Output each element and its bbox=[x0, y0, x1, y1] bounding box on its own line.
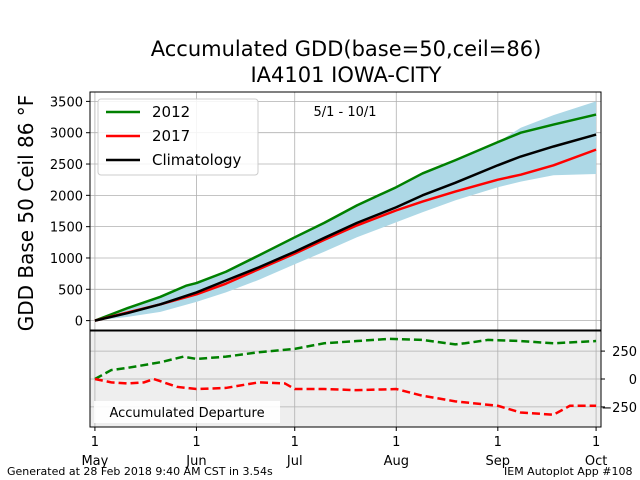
top-axes-frame bbox=[89, 91, 602, 331]
xtick-day-label: 1 bbox=[291, 435, 299, 450]
date-range-annotation: 5/1 - 10/1 bbox=[313, 105, 376, 120]
departure-line-2012 bbox=[94, 337, 597, 381]
xtick-day-label: 1 bbox=[392, 435, 400, 450]
departure-lines bbox=[94, 337, 597, 416]
y-axis-label: GDD Base 50 Ceil 86 °F bbox=[14, 95, 38, 332]
top-series-lines bbox=[94, 113, 597, 322]
xtick-day-label: 1 bbox=[494, 435, 502, 450]
legend: 2012 2017 Climatology bbox=[97, 98, 259, 176]
xtick-day-label: 1 bbox=[192, 435, 200, 450]
bottom-ytick-label: 250 bbox=[612, 345, 637, 360]
chart-title: Accumulated GDD(base=50,ceil=86) bbox=[151, 37, 542, 61]
footer-app: IEM Autoplot App #108 bbox=[504, 465, 633, 478]
x-ticks: 1 May 1 Jun 1 Jul 1 Aug 1 Sep 1 Oct bbox=[81, 427, 607, 469]
xtick-month-label: Oct bbox=[585, 454, 607, 469]
xtick-day-label: 1 bbox=[91, 435, 99, 450]
departure-line-2017 bbox=[94, 377, 597, 416]
series-line-climatology bbox=[94, 133, 597, 322]
xtick-month-label: Aug bbox=[384, 454, 409, 469]
top-ytick-label: 1000 bbox=[50, 252, 83, 267]
top-ytick-label: 500 bbox=[58, 283, 83, 298]
bottom-axes-frame bbox=[89, 330, 602, 428]
departure-label: Accumulated Departure bbox=[109, 406, 264, 421]
chart-subtitle: IA4101 IOWA-CITY bbox=[250, 63, 441, 87]
top-ytick-label: 3500 bbox=[50, 95, 83, 110]
departure-label-box: Accumulated Departure bbox=[94, 401, 280, 423]
bottom-ytick-label: 0 bbox=[629, 373, 637, 388]
top-ytick-label: 2500 bbox=[50, 158, 83, 173]
climatology-band bbox=[94, 101, 597, 321]
footer-generated: Generated at 28 Feb 2018 9:40 AM CST in … bbox=[7, 465, 273, 478]
top-ytick-label: 3000 bbox=[50, 127, 83, 142]
xtick-month-label: Jun bbox=[185, 454, 206, 469]
top-ytick-label: 2000 bbox=[50, 189, 83, 204]
xtick-day-label: 1 bbox=[592, 435, 600, 450]
legend-label-2012: 2012 bbox=[152, 103, 190, 121]
xtick-month-label: May bbox=[81, 454, 108, 469]
bottom-ytick-label: −250 bbox=[601, 401, 637, 416]
top-y-ticks: 0 500 1000 1500 2000 2500 3000 3500 bbox=[50, 95, 90, 330]
top-ytick-label: 1500 bbox=[50, 221, 83, 236]
climatology-range-band bbox=[94, 101, 597, 321]
xtick-month-label: Sep bbox=[486, 454, 511, 469]
series-line-2012 bbox=[94, 113, 597, 322]
legend-label-2017: 2017 bbox=[152, 127, 190, 145]
top-ytick-label: 0 bbox=[75, 315, 83, 330]
xtick-month-label: Jul bbox=[286, 454, 303, 469]
bottom-y-ticks: −250 0 250 bbox=[601, 345, 637, 416]
legend-label-climatology: Climatology bbox=[152, 151, 242, 169]
